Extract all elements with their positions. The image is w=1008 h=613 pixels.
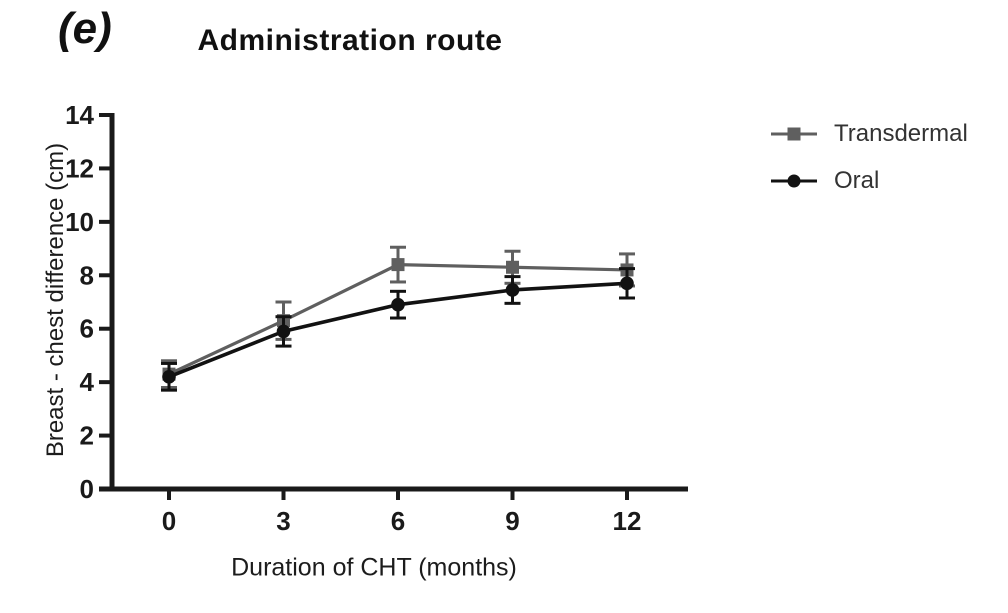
legend: Transdermal Oral — [770, 120, 968, 195]
x-tick-label: 0 — [162, 506, 176, 536]
legend-swatch-transdermal-square-icon — [771, 127, 817, 141]
legend-item-transdermal: Transdermal — [770, 120, 968, 148]
axes: 0 2 4 6 8 10 12 14 0 3 6 9 12 — [65, 100, 688, 536]
panel-label: (e) — [58, 4, 112, 53]
marker-square — [391, 258, 405, 272]
marker-circle — [276, 324, 291, 339]
x-tick-label: 3 — [276, 506, 290, 536]
marker-circle — [620, 276, 634, 291]
chart-title: Administration route — [197, 24, 503, 57]
y-tick-label: 8 — [80, 260, 94, 290]
y-tick-label: 0 — [80, 474, 94, 504]
y-axis-title: Breast - chest difference (cm) — [42, 142, 69, 458]
marker-circle — [162, 370, 176, 384]
legend-label-transdermal: Transdermal — [834, 120, 968, 147]
x-axis-title: Duration of CHT (months) — [231, 553, 517, 582]
y-tick-label: 2 — [80, 421, 94, 451]
legend-label-oral: Oral — [834, 167, 880, 194]
marker-circle — [505, 283, 520, 297]
x-tick-label: 12 — [613, 506, 642, 536]
legend-swatch-oral-circle-icon — [771, 174, 817, 188]
marker-square — [506, 260, 519, 274]
y-tick-label: 14 — [65, 100, 94, 130]
y-tick-label: 10 — [65, 207, 94, 237]
x-tick-label: 6 — [391, 506, 405, 536]
y-tick-label: 6 — [80, 314, 94, 344]
legend-item-oral: Oral — [770, 167, 968, 195]
marker-circle — [391, 297, 405, 312]
y-tick-label: 4 — [80, 367, 95, 397]
series-oral — [161, 267, 635, 392]
x-tick-label: 9 — [505, 506, 519, 536]
y-tick-label: 12 — [65, 153, 94, 183]
